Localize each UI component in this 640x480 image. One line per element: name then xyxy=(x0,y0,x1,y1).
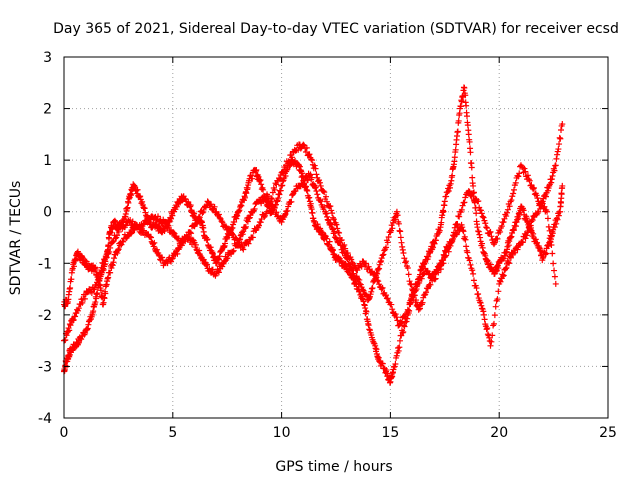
y-tick-label: -1 xyxy=(38,256,52,272)
x-tick-label: 0 xyxy=(60,425,69,441)
plot-frame xyxy=(63,56,609,419)
y-axis-label: SDTVAR / TECUs xyxy=(8,181,24,296)
y-tick-label: 0 xyxy=(43,205,52,221)
x-axis-label: GPS time / hours xyxy=(275,459,392,475)
y-tick-label: -3 xyxy=(38,359,52,375)
y-tick-label: 2 xyxy=(43,102,52,118)
x-tick-labels: 0 5 10 15 20 25 xyxy=(60,425,617,441)
axis-ticks xyxy=(63,56,609,419)
y-tick-label: 3 xyxy=(43,50,52,66)
chart-title: Day 365 of 2021, Sidereal Day-to-day VTE… xyxy=(53,21,619,37)
x-tick-label: 15 xyxy=(381,425,399,441)
y-tick-labels: -4 -3 -2 -1 0 1 2 3 xyxy=(38,50,52,427)
x-tick-label: 5 xyxy=(168,425,177,441)
x-tick-label: 25 xyxy=(599,425,617,441)
y-tick-label: -4 xyxy=(38,411,52,427)
grid xyxy=(64,57,608,418)
y-tick-label: -2 xyxy=(38,308,52,324)
y-tick-label: 1 xyxy=(43,153,52,169)
x-tick-label: 10 xyxy=(273,425,291,441)
x-tick-label: 20 xyxy=(490,425,508,441)
